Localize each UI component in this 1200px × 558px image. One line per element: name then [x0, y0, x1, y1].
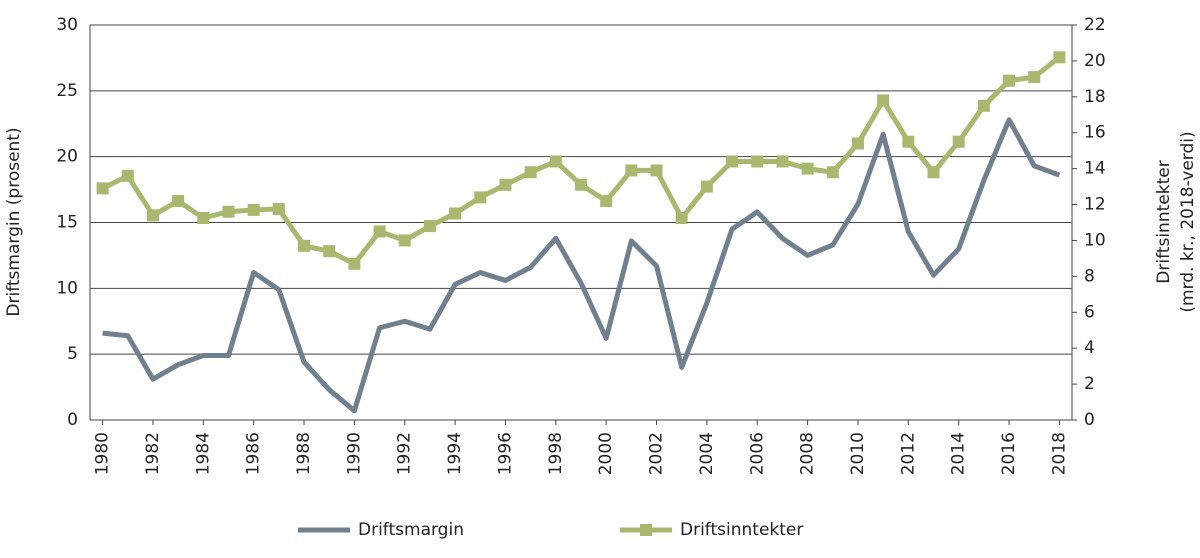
marker	[675, 212, 688, 225]
y2-tick-label: 6	[1084, 302, 1095, 322]
y-tick-label: 30	[56, 15, 78, 35]
y2-tick-label: 22	[1084, 15, 1106, 35]
x-tick-label: 2004	[697, 432, 717, 475]
marker	[977, 99, 990, 112]
marker	[1003, 74, 1016, 87]
marker	[499, 178, 512, 191]
marker	[449, 207, 462, 220]
y-tick-label: 25	[56, 81, 78, 101]
y2-tick-label: 2	[1084, 374, 1095, 394]
marker	[826, 166, 839, 179]
marker	[373, 225, 386, 238]
y2-tick-label: 0	[1084, 410, 1095, 430]
marker	[272, 203, 285, 216]
line	[102, 117, 1061, 414]
legend-label: Driftsmargin	[358, 520, 464, 540]
marker	[877, 94, 890, 107]
y-tick-label: 10	[56, 278, 78, 298]
y2-tick-label: 12	[1084, 195, 1106, 215]
legend-marker	[640, 524, 652, 536]
marker	[751, 155, 764, 168]
x-tick-label: 2018	[1049, 432, 1069, 475]
x-tick-label: 2016	[999, 432, 1019, 475]
x-tick-label: 2010	[848, 432, 868, 475]
x-tick-label: 1988	[294, 432, 314, 475]
marker	[851, 137, 864, 150]
x-tick-label: 1994	[445, 432, 465, 475]
marker	[700, 180, 713, 193]
x-tick-label: 1984	[193, 432, 213, 475]
y2-tick-label: 8	[1084, 266, 1095, 286]
x-tick-label: 1998	[546, 432, 566, 475]
marker	[600, 194, 613, 207]
marker	[726, 155, 739, 168]
marker	[650, 164, 663, 177]
marker	[625, 164, 638, 177]
y-tick-label: 5	[67, 344, 78, 364]
marker	[121, 169, 134, 182]
marker	[96, 182, 109, 195]
y2-axis-title: Driftsinntekter	[1154, 160, 1174, 283]
x-tick-label: 2002	[647, 432, 667, 475]
marker	[1028, 71, 1041, 84]
x-tick-label: 2008	[798, 432, 818, 475]
y-tick-label: 0	[67, 410, 78, 430]
marker	[902, 135, 915, 148]
legend-label: Driftsinntekter	[680, 520, 803, 540]
marker	[398, 234, 411, 247]
marker	[197, 212, 210, 225]
x-tick-label: 1996	[495, 432, 515, 475]
y2-tick-label: 4	[1084, 338, 1095, 358]
marker	[423, 220, 436, 233]
marker	[348, 257, 361, 270]
marker	[323, 245, 336, 258]
marker	[172, 194, 185, 207]
x-tick-label: 1982	[143, 432, 163, 475]
y2-axis-title: (mrd. kr., 2018-verdi)	[1178, 131, 1198, 312]
marker	[298, 239, 311, 252]
x-tick-label: 1980	[93, 432, 113, 475]
marker	[524, 166, 537, 179]
y2-tick-label: 10	[1084, 230, 1106, 250]
marker	[247, 203, 260, 216]
line	[101, 55, 1061, 267]
marker	[474, 191, 487, 204]
marker	[575, 178, 587, 191]
x-tick-label: 2000	[596, 432, 616, 475]
marker	[801, 162, 814, 175]
y2-tick-label: 14	[1084, 159, 1106, 179]
marker	[776, 155, 789, 168]
x-tick-label: 2012	[898, 432, 918, 475]
y2-tick-label: 16	[1084, 123, 1106, 143]
marker	[952, 135, 965, 148]
marker	[146, 209, 159, 222]
y-tick-label: 20	[56, 147, 78, 167]
x-tick-label: 1990	[344, 432, 364, 475]
x-tick-label: 1986	[244, 432, 264, 475]
x-tick-label: 2014	[949, 432, 969, 475]
marker	[927, 166, 940, 179]
y-axis-title: Driftsmargin (prosent)	[4, 127, 24, 316]
y2-tick-label: 20	[1084, 51, 1106, 71]
y-tick-label: 15	[56, 213, 78, 233]
marker	[549, 155, 562, 168]
x-tick-label: 1992	[395, 432, 415, 475]
marker	[1053, 51, 1066, 64]
marker	[222, 205, 235, 218]
x-tick-label: 2006	[747, 432, 767, 475]
y2-tick-label: 18	[1084, 87, 1106, 107]
